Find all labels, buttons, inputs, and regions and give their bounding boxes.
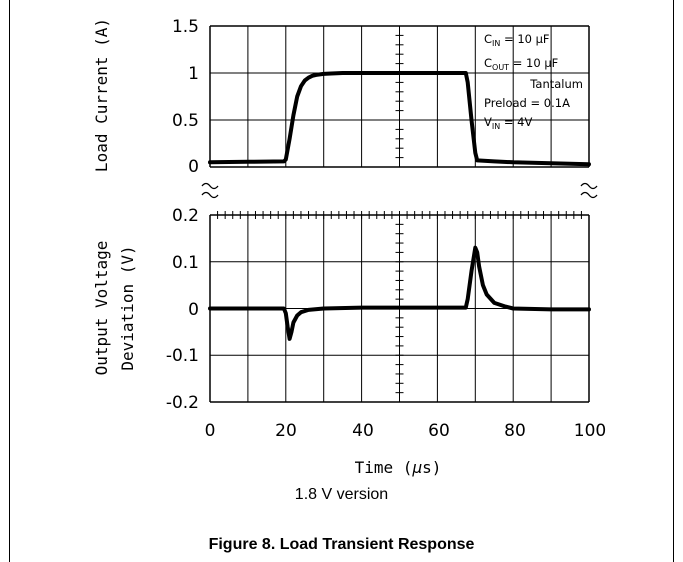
annotation-cin: CIN = 10 μF	[484, 32, 550, 48]
frame-left-border	[9, 0, 10, 562]
axis-break-symbol	[580, 182, 598, 190]
xtick-label: 60	[428, 421, 450, 441]
bottom-ytick-label: 0.1	[172, 253, 199, 273]
version-label: 1.8 V version	[294, 486, 389, 503]
x-axis-title: Time (μs)	[355, 458, 442, 477]
axis-break-mask	[580, 181, 598, 201]
frame-right-border	[673, 0, 674, 562]
chart-layer	[201, 25, 598, 403]
axis-break-mask	[201, 181, 219, 201]
xtick-label: 0	[205, 421, 216, 441]
xtick-label: 40	[352, 421, 374, 441]
data-series-line	[208, 245, 591, 341]
bottom-ytick-label: 0.2	[172, 206, 199, 226]
figure-caption: Figure 8. Load Transient Response	[208, 536, 475, 553]
bottom-ylabel-line1: Output Voltage	[92, 241, 111, 376]
axis-break-symbol	[201, 191, 219, 199]
axis-break-symbol	[201, 182, 219, 190]
top-ytick-label: 1.5	[172, 17, 199, 37]
xtick-label: 80	[504, 421, 526, 441]
bottom-ytick-label: 0	[188, 300, 199, 320]
bottom-ylabel-line2: Deviation (V)	[118, 245, 137, 370]
top-ylabel: Load Current (A)	[92, 18, 111, 172]
top-ytick-label: 0	[188, 157, 199, 177]
annotation-vin: VIN = 4V	[484, 115, 532, 131]
xtick-label: 20	[275, 421, 297, 441]
bottom-ytick-label: -0.1	[166, 346, 199, 366]
annotation-preload: Preload = 0.1A	[484, 96, 570, 110]
top-ytick-label: 0.5	[172, 111, 199, 131]
annotation-cap-type: Tantalum	[529, 77, 583, 91]
annotation-cout: COUT = 10 μF	[484, 56, 558, 72]
xtick-label: 100	[574, 421, 606, 441]
axis-break-symbol	[580, 191, 598, 199]
data-series-line	[208, 71, 591, 167]
top-ytick-label: 1	[188, 64, 199, 84]
bottom-ytick-label: -0.2	[166, 393, 199, 413]
